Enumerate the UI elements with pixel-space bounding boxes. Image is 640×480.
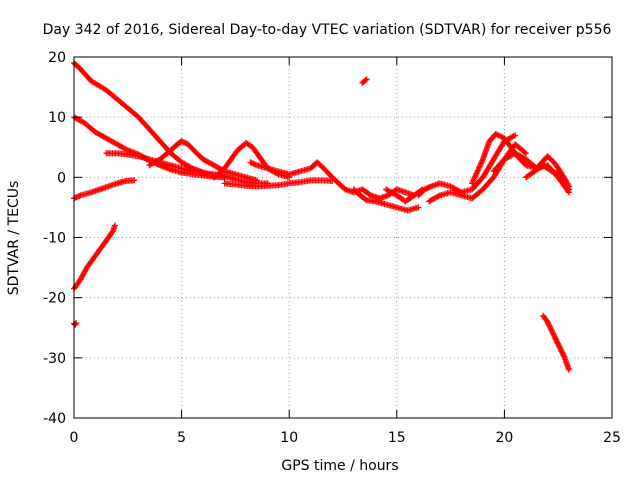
series-arc-4 bbox=[71, 222, 118, 292]
data-point bbox=[565, 184, 572, 191]
x-tick-label: 25 bbox=[603, 430, 621, 446]
y-tick-label: 10 bbox=[48, 110, 66, 126]
series-arc-12 bbox=[350, 186, 422, 214]
data-point bbox=[512, 132, 519, 139]
data-point bbox=[561, 353, 568, 360]
y-axis-label: SDTVAR / TECUs bbox=[6, 181, 22, 296]
data-point bbox=[131, 177, 138, 184]
data-point bbox=[363, 76, 370, 83]
data-point bbox=[547, 167, 554, 174]
y-tick-label: 20 bbox=[48, 50, 66, 66]
data-point bbox=[521, 149, 528, 156]
y-tick-label: -20 bbox=[43, 291, 66, 307]
chart-title: Day 342 of 2016, Sidereal Day-to-day VTE… bbox=[43, 22, 612, 38]
y-tick-label: -40 bbox=[43, 411, 66, 427]
data-point bbox=[415, 204, 422, 211]
data-point bbox=[253, 177, 260, 184]
series-arc-20 bbox=[540, 312, 572, 373]
series-arc-18 bbox=[490, 150, 572, 190]
grid-lines bbox=[74, 57, 612, 418]
data-point bbox=[435, 193, 442, 200]
data-point bbox=[362, 77, 369, 84]
data-point bbox=[426, 183, 433, 190]
x-tick-labels: 0 5 10 15 20 25 bbox=[70, 430, 621, 446]
data-point bbox=[565, 366, 572, 373]
y-tick-label: -30 bbox=[43, 351, 66, 367]
axis-ticks bbox=[73, 56, 613, 419]
data-point bbox=[76, 192, 83, 199]
data-point bbox=[510, 132, 517, 139]
data-point bbox=[252, 161, 259, 168]
x-tick-label: 0 bbox=[70, 430, 79, 446]
x-tick-label: 20 bbox=[495, 430, 513, 446]
x-tick-label: 15 bbox=[388, 430, 406, 446]
data-points bbox=[71, 60, 572, 373]
data-point bbox=[522, 150, 529, 157]
series-arc-10 bbox=[221, 177, 336, 190]
x-axis-label: GPS time / hours bbox=[281, 458, 398, 474]
series-arc-19 bbox=[522, 162, 572, 193]
series-arc-7 bbox=[146, 138, 260, 184]
series-arc-14 bbox=[359, 76, 370, 86]
x-tick-label: 5 bbox=[177, 430, 186, 446]
y-tick-label: 0 bbox=[57, 170, 66, 186]
data-point bbox=[565, 186, 572, 193]
series-arc-9 bbox=[247, 159, 336, 181]
data-point bbox=[108, 229, 115, 236]
x-tick-label: 10 bbox=[280, 430, 298, 446]
y-tick-label: -10 bbox=[43, 231, 66, 247]
data-point bbox=[111, 222, 118, 229]
data-point bbox=[366, 191, 373, 198]
y-tick-labels: -40 -30 -20 -10 0 10 20 bbox=[43, 50, 66, 427]
